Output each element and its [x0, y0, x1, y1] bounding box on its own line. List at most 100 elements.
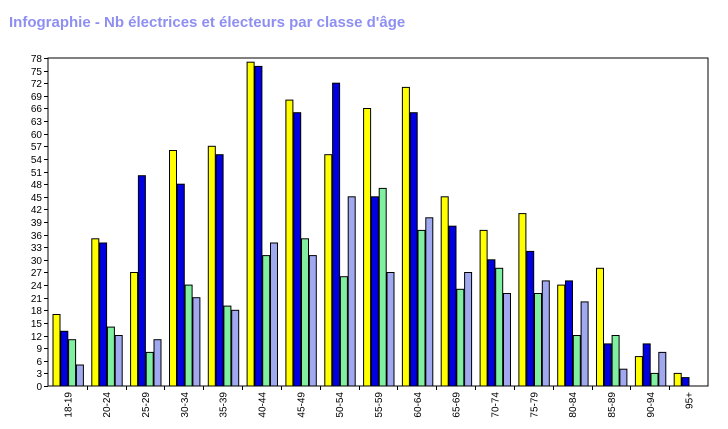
bar [541, 280, 550, 387]
y-tick-label: 18 [31, 306, 43, 317]
bar [363, 108, 372, 387]
bar [565, 280, 573, 387]
x-tick-label: 75-79 [529, 392, 540, 418]
bar [223, 305, 232, 387]
bar [495, 267, 504, 387]
x-tick-label: 80-84 [568, 392, 579, 418]
bar [231, 309, 240, 387]
y-tick-label: 45 [31, 193, 43, 204]
x-tick-label: 25-29 [141, 392, 152, 418]
bar [301, 238, 309, 387]
y-tick-label: 0 [36, 382, 42, 393]
bar [99, 242, 108, 387]
bar [332, 82, 341, 387]
bar [130, 272, 139, 387]
bar [262, 255, 271, 387]
y-tick-label: 9 [36, 344, 42, 355]
bar [184, 284, 193, 387]
x-tick-label: 35-39 [219, 392, 230, 418]
bar [526, 250, 535, 387]
y-tick-label: 78 [31, 54, 43, 65]
y-tick-label: 33 [31, 243, 43, 254]
y-tick-label: 60 [31, 130, 43, 141]
y-tick-label: 69 [31, 92, 43, 103]
y-tick-label: 39 [31, 218, 43, 229]
bar [153, 339, 162, 387]
bar [68, 339, 77, 387]
y-tick-label: 51 [31, 168, 43, 179]
bar [370, 196, 379, 387]
x-tick-label: 30-34 [180, 392, 191, 418]
x-tick-label: 20-24 [102, 392, 113, 418]
x-tick-label: 95+ [685, 392, 696, 409]
y-tick-label: 42 [31, 205, 43, 216]
bar [518, 213, 527, 387]
y-tick-label: 3 [36, 369, 42, 380]
bar [642, 343, 651, 387]
x-tick-label: 40-44 [258, 392, 269, 418]
bar [409, 112, 418, 387]
x-tick-label: 65-69 [452, 392, 463, 418]
y-tick-label: 6 [36, 357, 42, 368]
bar [673, 372, 682, 387]
x-tick-label: 70-74 [490, 392, 501, 418]
bar [215, 154, 224, 387]
bar [572, 335, 581, 387]
bar [611, 335, 620, 387]
y-tick-label: 57 [31, 142, 43, 153]
bar [324, 154, 333, 387]
x-tick-label: 90-94 [646, 392, 657, 418]
bar [145, 351, 154, 387]
y-tick-label: 27 [31, 268, 43, 279]
bar [293, 112, 302, 387]
x-tick-label: 60-64 [413, 392, 424, 418]
bar [75, 364, 84, 387]
bar [192, 297, 201, 387]
bar [596, 267, 604, 387]
bar [401, 86, 410, 387]
bar [270, 242, 278, 387]
bar [176, 183, 185, 387]
bar [650, 372, 659, 387]
bar [658, 351, 667, 387]
chart-title: Infographie - Nb électrices et électeurs… [9, 14, 406, 31]
bar [619, 368, 628, 387]
bar [603, 343, 612, 387]
bar [52, 314, 61, 387]
bar [91, 238, 100, 387]
bar [207, 145, 216, 387]
y-tick-label: 63 [31, 117, 43, 128]
bar [456, 288, 465, 387]
x-tick-label: 18-19 [63, 392, 74, 418]
y-tick-label: 24 [31, 281, 43, 292]
y-tick-label: 66 [31, 104, 43, 115]
bar [137, 175, 146, 387]
bar [681, 377, 690, 387]
x-tick-label: 85-89 [607, 392, 618, 418]
bar [534, 293, 542, 387]
y-tick-label: 36 [31, 231, 43, 242]
bar [464, 272, 473, 387]
bar [487, 259, 496, 387]
bar [634, 356, 643, 387]
bar [169, 150, 177, 387]
x-tick-label: 45-49 [296, 392, 307, 418]
bar [285, 99, 294, 387]
y-tick-label: 75 [31, 67, 43, 78]
y-tick-label: 54 [31, 155, 43, 166]
axes-group: 0369121518212427303336394245485154576063… [31, 54, 709, 418]
x-tick-label: 50-54 [335, 392, 346, 418]
bar [308, 255, 317, 387]
bar [417, 229, 426, 387]
bar [386, 272, 395, 387]
bar [479, 229, 488, 387]
bars-group [52, 61, 690, 387]
bar [440, 196, 449, 387]
bar [254, 65, 263, 387]
y-tick-label: 12 [31, 332, 43, 343]
bar [448, 225, 457, 387]
bar [378, 187, 387, 387]
y-tick-label: 15 [31, 319, 43, 330]
